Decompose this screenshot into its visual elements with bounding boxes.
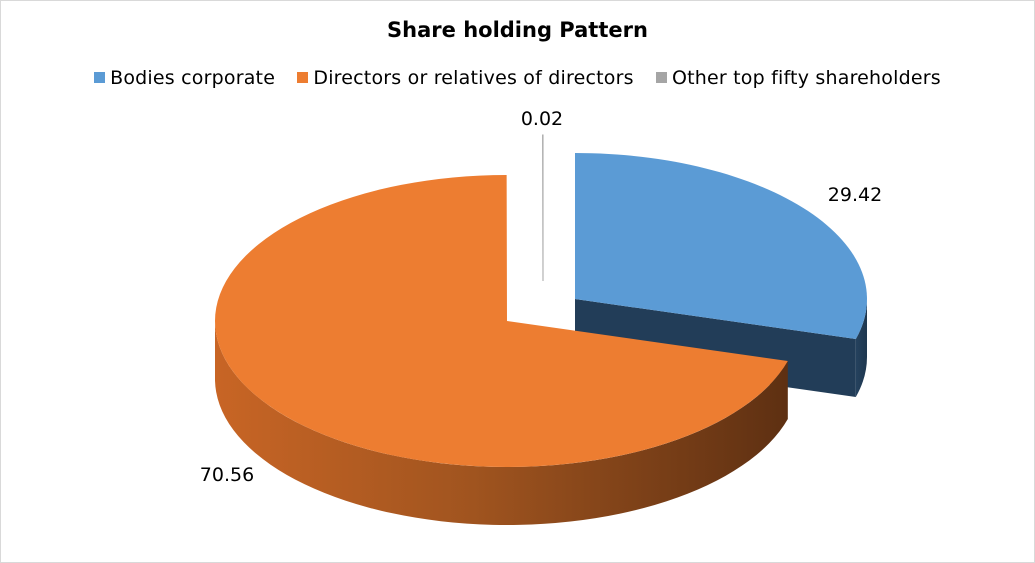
legend-swatch xyxy=(297,72,309,83)
legend-swatch xyxy=(655,72,667,83)
legend-item-directors: Directors or relatives of directors xyxy=(297,67,634,89)
pie-slice-0 xyxy=(575,153,867,340)
chart-title: Share holding Pattern xyxy=(387,18,648,42)
legend-item-other-top-fifty: Other top fifty shareholders xyxy=(655,67,941,89)
chart-legend: Bodies corporate Directors or relatives … xyxy=(1,67,1034,89)
legend-swatch xyxy=(94,72,106,83)
legend-label: Bodies corporate xyxy=(110,67,276,89)
slice-side-0 xyxy=(855,299,867,398)
legend-item-bodies-corporate: Bodies corporate xyxy=(94,67,275,89)
legend-label: Other top fifty shareholders xyxy=(671,67,941,89)
data-label-2: 0.02 xyxy=(521,108,563,130)
pie-slice-1 xyxy=(215,175,788,467)
slice-side-1 xyxy=(215,321,788,525)
data-label-0: 29.42 xyxy=(828,184,882,206)
data-label-1: 70.56 xyxy=(200,464,254,486)
legend-label: Directors or relatives of directors xyxy=(313,67,634,89)
